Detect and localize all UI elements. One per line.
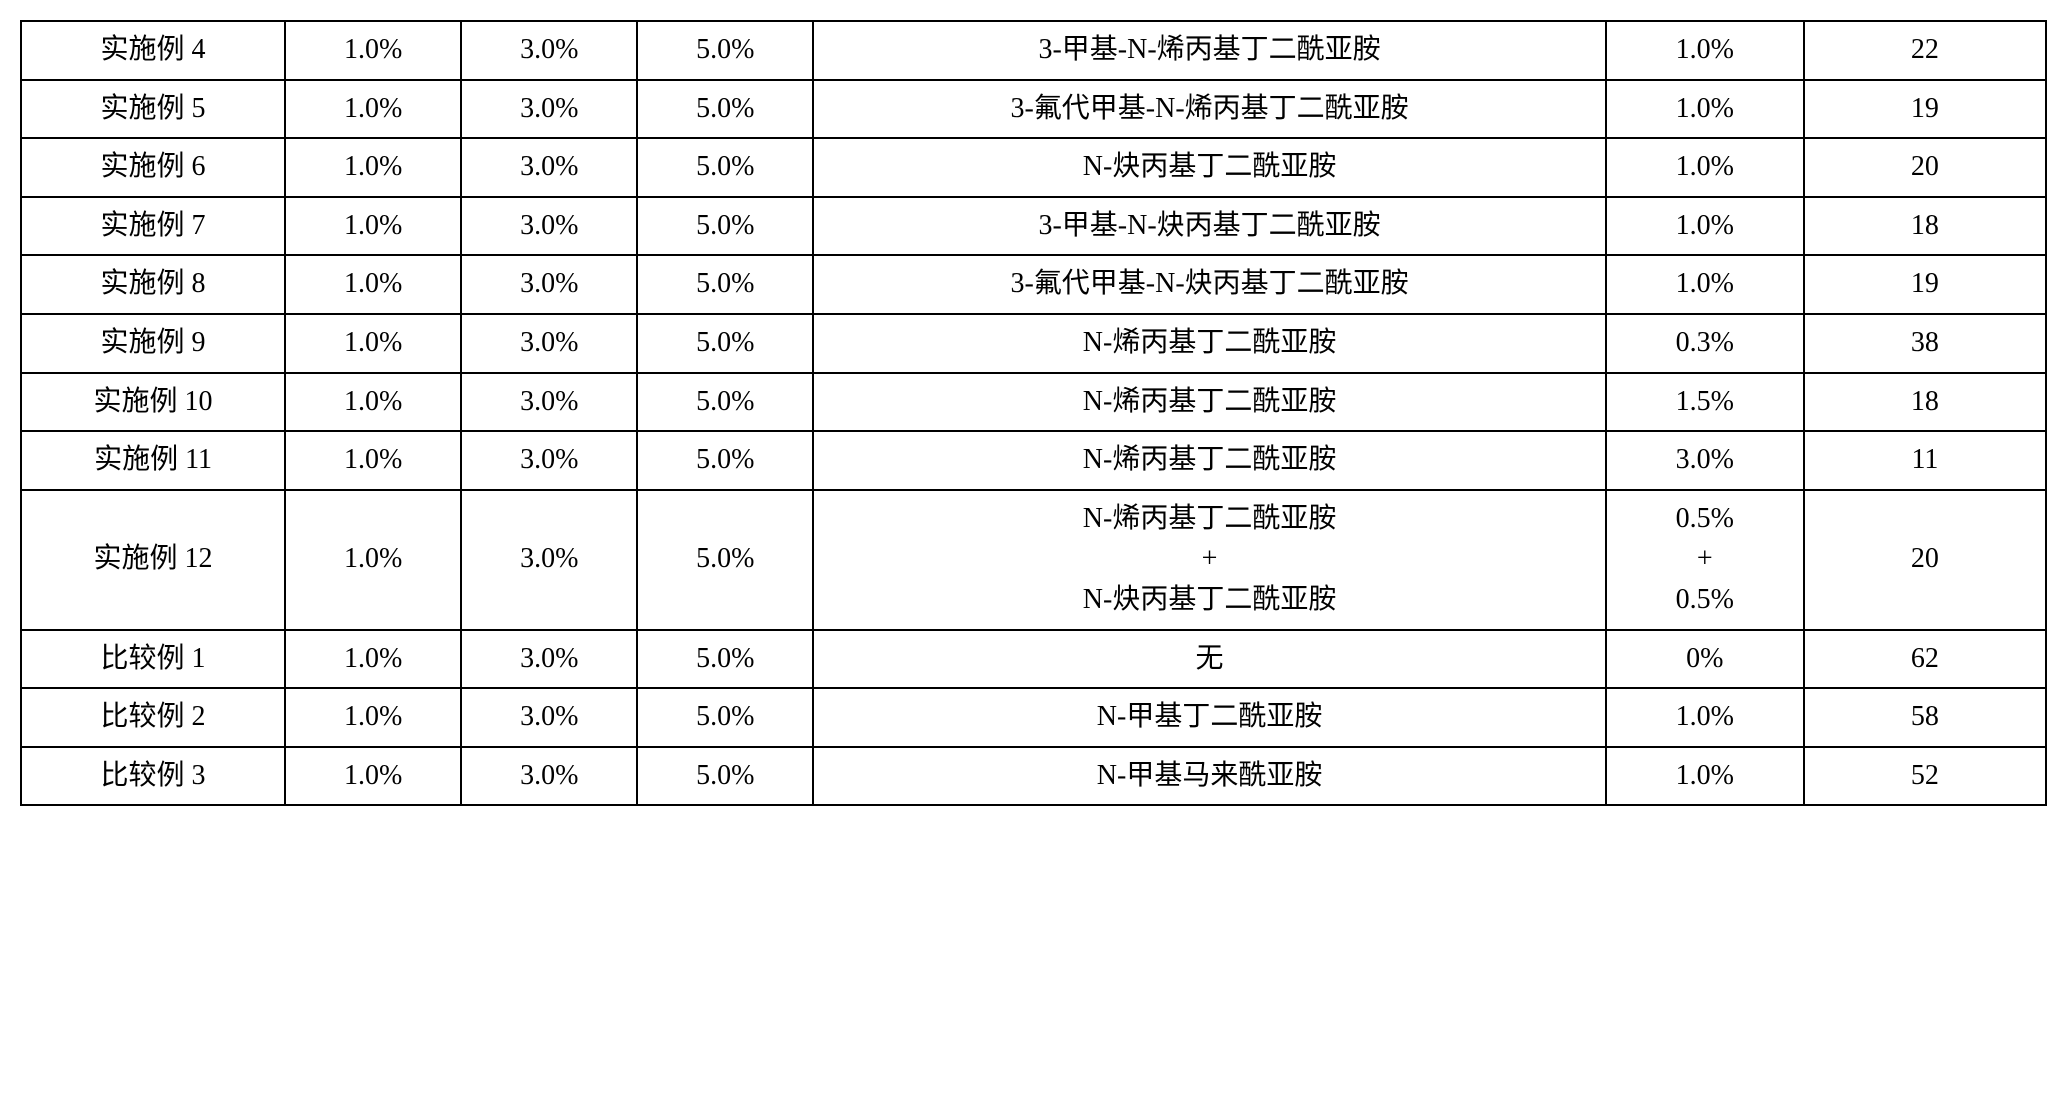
table-cell-name: N-烯丙基丁二酰亚胺 — [813, 373, 1605, 432]
table-cell-name: N-烯丙基丁二酰亚胺 + N-炔丙基丁二酰亚胺 — [813, 490, 1605, 630]
table-cell-p1: 1.0% — [285, 688, 461, 747]
table-cell-p1: 1.0% — [285, 431, 461, 490]
table-row: 比较例 31.0%3.0%5.0%N-甲基马来酰亚胺1.0%52 — [21, 747, 2046, 806]
table-cell-label: 实施例 9 — [21, 314, 285, 373]
table-cell-p2: 3.0% — [461, 747, 637, 806]
table-cell-p2: 3.0% — [461, 138, 637, 197]
table-row: 比较例 21.0%3.0%5.0%N-甲基丁二酰亚胺1.0%58 — [21, 688, 2046, 747]
table-cell-name: N-炔丙基丁二酰亚胺 — [813, 138, 1605, 197]
table-cell-label: 实施例 4 — [21, 21, 285, 80]
table-cell-p1: 1.0% — [285, 138, 461, 197]
table-cell-p1: 1.0% — [285, 630, 461, 689]
table-cell-p2: 3.0% — [461, 197, 637, 256]
table-cell-p3: 5.0% — [637, 255, 813, 314]
table-cell-p2: 3.0% — [461, 688, 637, 747]
table-cell-p3: 5.0% — [637, 138, 813, 197]
table-cell-p3: 5.0% — [637, 431, 813, 490]
table-cell-result: 19 — [1804, 80, 2046, 139]
table-cell-result: 11 — [1804, 431, 2046, 490]
table-cell-p2: 3.0% — [461, 373, 637, 432]
table-cell-p2: 3.0% — [461, 255, 637, 314]
table-row: 实施例 51.0%3.0%5.0%3-氟代甲基-N-烯丙基丁二酰亚胺1.0%19 — [21, 80, 2046, 139]
table-cell-label: 比较例 2 — [21, 688, 285, 747]
table-cell-name: 3-甲基-N-炔丙基丁二酰亚胺 — [813, 197, 1605, 256]
table-cell-p2: 3.0% — [461, 490, 637, 630]
table-cell-name: N-烯丙基丁二酰亚胺 — [813, 314, 1605, 373]
table-cell-result: 20 — [1804, 490, 2046, 630]
table-cell-p1: 1.0% — [285, 314, 461, 373]
table-cell-p1: 1.0% — [285, 747, 461, 806]
table-cell-p3: 5.0% — [637, 80, 813, 139]
table-cell-amount: 3.0% — [1606, 431, 1804, 490]
table-cell-p1: 1.0% — [285, 80, 461, 139]
table-cell-label: 比较例 1 — [21, 630, 285, 689]
table-row: 比较例 11.0%3.0%5.0%无0%62 — [21, 630, 2046, 689]
table-cell-p1: 1.0% — [285, 197, 461, 256]
table-cell-amount: 1.5% — [1606, 373, 1804, 432]
table-row: 实施例 91.0%3.0%5.0%N-烯丙基丁二酰亚胺0.3%38 — [21, 314, 2046, 373]
table-cell-amount: 0.5% + 0.5% — [1606, 490, 1804, 630]
table-cell-result: 62 — [1804, 630, 2046, 689]
table-cell-amount: 1.0% — [1606, 80, 1804, 139]
table-cell-label: 比较例 3 — [21, 747, 285, 806]
table-cell-amount: 1.0% — [1606, 688, 1804, 747]
table-body: 实施例 41.0%3.0%5.0%3-甲基-N-烯丙基丁二酰亚胺1.0%22实施… — [21, 21, 2046, 805]
table-row: 实施例 61.0%3.0%5.0%N-炔丙基丁二酰亚胺1.0%20 — [21, 138, 2046, 197]
table-row: 实施例 41.0%3.0%5.0%3-甲基-N-烯丙基丁二酰亚胺1.0%22 — [21, 21, 2046, 80]
data-table: 实施例 41.0%3.0%5.0%3-甲基-N-烯丙基丁二酰亚胺1.0%22实施… — [20, 20, 2047, 806]
table-row: 实施例 101.0%3.0%5.0%N-烯丙基丁二酰亚胺1.5%18 — [21, 373, 2046, 432]
table-row: 实施例 81.0%3.0%5.0%3-氟代甲基-N-炔丙基丁二酰亚胺1.0%19 — [21, 255, 2046, 314]
table-cell-amount: 0.3% — [1606, 314, 1804, 373]
table-cell-name: 3-甲基-N-烯丙基丁二酰亚胺 — [813, 21, 1605, 80]
table-cell-result: 19 — [1804, 255, 2046, 314]
table-cell-amount: 1.0% — [1606, 21, 1804, 80]
table-cell-p2: 3.0% — [461, 80, 637, 139]
table-cell-p3: 5.0% — [637, 747, 813, 806]
table-cell-label: 实施例 5 — [21, 80, 285, 139]
table-cell-name: N-烯丙基丁二酰亚胺 — [813, 431, 1605, 490]
table-cell-p1: 1.0% — [285, 373, 461, 432]
table-cell-p1: 1.0% — [285, 255, 461, 314]
table-cell-name: N-甲基丁二酰亚胺 — [813, 688, 1605, 747]
table-cell-name: 无 — [813, 630, 1605, 689]
table-cell-result: 52 — [1804, 747, 2046, 806]
table-cell-result: 18 — [1804, 197, 2046, 256]
table-cell-result: 38 — [1804, 314, 2046, 373]
table-cell-name: 3-氟代甲基-N-烯丙基丁二酰亚胺 — [813, 80, 1605, 139]
table-cell-p3: 5.0% — [637, 490, 813, 630]
table-cell-result: 20 — [1804, 138, 2046, 197]
table-cell-name: N-甲基马来酰亚胺 — [813, 747, 1605, 806]
table-row: 实施例 111.0%3.0%5.0%N-烯丙基丁二酰亚胺3.0%11 — [21, 431, 2046, 490]
table-cell-result: 58 — [1804, 688, 2046, 747]
table-cell-label: 实施例 10 — [21, 373, 285, 432]
table-cell-label: 实施例 6 — [21, 138, 285, 197]
table-cell-p3: 5.0% — [637, 688, 813, 747]
table-cell-p3: 5.0% — [637, 373, 813, 432]
table-cell-name: 3-氟代甲基-N-炔丙基丁二酰亚胺 — [813, 255, 1605, 314]
table-cell-result: 22 — [1804, 21, 2046, 80]
table-cell-amount: 1.0% — [1606, 747, 1804, 806]
table-cell-p2: 3.0% — [461, 21, 637, 80]
table-cell-label: 实施例 12 — [21, 490, 285, 630]
table-cell-amount: 1.0% — [1606, 138, 1804, 197]
table-cell-p3: 5.0% — [637, 21, 813, 80]
table-cell-label: 实施例 7 — [21, 197, 285, 256]
table-cell-p3: 5.0% — [637, 314, 813, 373]
table-cell-p1: 1.0% — [285, 490, 461, 630]
table-cell-p2: 3.0% — [461, 630, 637, 689]
table-cell-amount: 1.0% — [1606, 255, 1804, 314]
table-cell-label: 实施例 11 — [21, 431, 285, 490]
table-cell-p2: 3.0% — [461, 314, 637, 373]
table-row: 实施例 71.0%3.0%5.0%3-甲基-N-炔丙基丁二酰亚胺1.0%18 — [21, 197, 2046, 256]
table-cell-amount: 0% — [1606, 630, 1804, 689]
table-cell-p2: 3.0% — [461, 431, 637, 490]
table-cell-p3: 5.0% — [637, 197, 813, 256]
table-cell-p1: 1.0% — [285, 21, 461, 80]
table-cell-p3: 5.0% — [637, 630, 813, 689]
table-cell-amount: 1.0% — [1606, 197, 1804, 256]
table-cell-result: 18 — [1804, 373, 2046, 432]
table-row: 实施例 121.0%3.0%5.0%N-烯丙基丁二酰亚胺 + N-炔丙基丁二酰亚… — [21, 490, 2046, 630]
table-cell-label: 实施例 8 — [21, 255, 285, 314]
